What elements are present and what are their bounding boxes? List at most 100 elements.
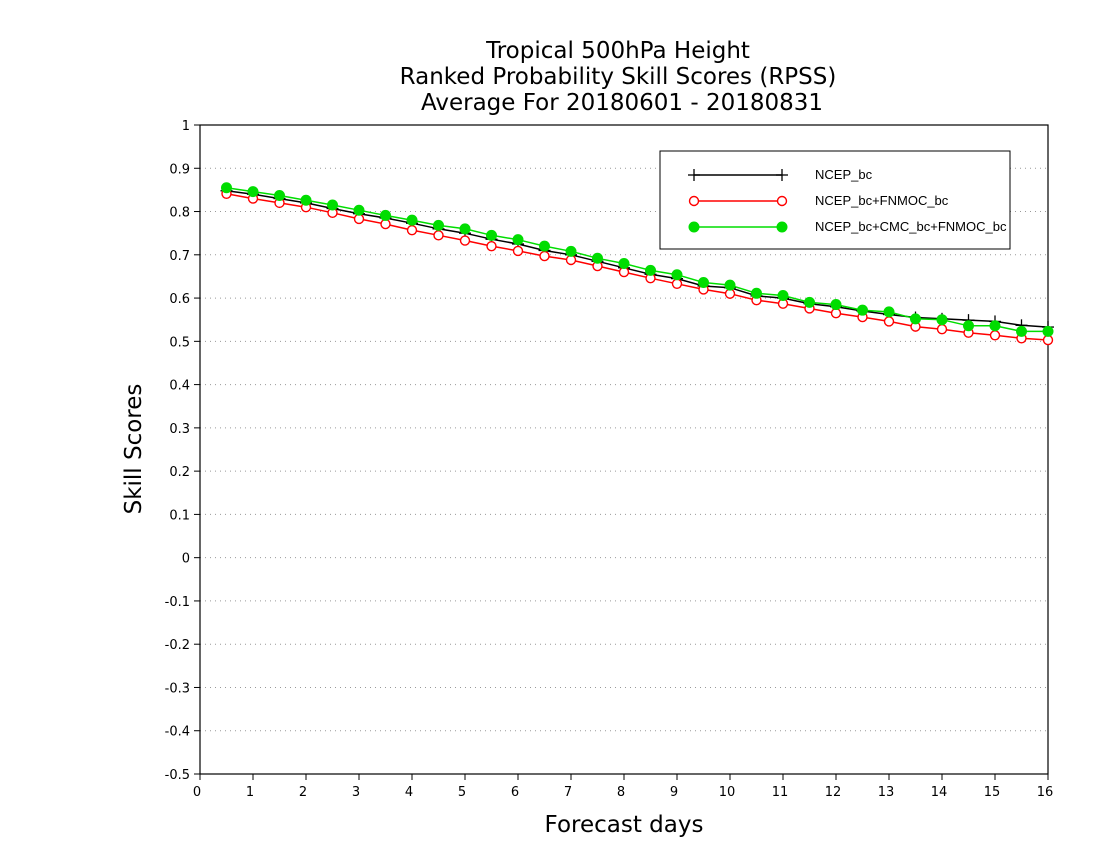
data-point-filled-circle — [777, 289, 789, 301]
data-point-filled-circle — [989, 320, 1001, 332]
x-tick-label: 10 — [719, 785, 736, 800]
y-tick-label: -0.2 — [165, 638, 190, 653]
x-tick-label: 16 — [1037, 785, 1054, 800]
title-line-1: Tropical 500hPa Height — [485, 38, 750, 64]
legend-box — [659, 150, 1011, 250]
legend-item-1: NCEP_bc+FNMOC_bc — [688, 193, 949, 208]
x-tick-label: 4 — [405, 785, 413, 800]
series-group — [220, 182, 1054, 346]
data-point-filled-circle — [936, 314, 948, 326]
legend: NCEP_bc NCEP_bc+FNMOC_bc NCEP_bc+CMC_bc+FN… — [659, 150, 1011, 250]
data-point-filled-circle — [592, 252, 603, 264]
data-point-filled-circle — [671, 269, 683, 281]
y-tick-label: 0.3 — [169, 422, 190, 437]
data-point-filled-circle — [539, 240, 550, 252]
data-point-open-circle — [724, 288, 736, 299]
y-tick-label: 0.1 — [169, 508, 190, 523]
data-point-filled-circle — [883, 306, 895, 318]
x-tick-label: 13 — [878, 785, 895, 800]
y-tick-label: 0.8 — [169, 206, 190, 221]
data-point-filled-circle — [327, 199, 338, 211]
data-point-open-circle — [486, 240, 497, 252]
x-tick-label: 1 — [246, 785, 254, 800]
data-point-open-circle — [565, 254, 577, 266]
data-point-open-circle — [618, 266, 630, 278]
data-point-filled-circle — [751, 287, 762, 299]
data-point-open-circle — [688, 195, 700, 207]
data-point-filled-circle — [353, 204, 365, 216]
data-point-open-circle — [989, 330, 1001, 341]
data-point-filled-circle — [459, 223, 471, 235]
data-point-open-circle — [512, 245, 524, 257]
x-tick-label: 11 — [772, 785, 789, 800]
data-point-open-circle — [883, 316, 895, 327]
legend-label: NCEP_bc — [815, 167, 873, 182]
x-axis: 0 1 2 3 4 5 6 7 8 9 10 11 12 13 14 15 16 — [193, 774, 1053, 800]
data-point-filled-circle — [963, 320, 974, 332]
data-point-filled-circle — [804, 296, 815, 308]
data-point-filled-circle — [565, 245, 577, 257]
x-axis-label: Forecast days — [545, 812, 704, 838]
title-line-3: Average For 20180601 - 20180831 — [421, 90, 823, 116]
data-point-filled-circle — [406, 214, 418, 226]
legend-label: NCEP_bc+CMC_bc+FNMOC_bc — [815, 219, 1007, 234]
data-point-open-circle — [459, 235, 471, 246]
data-point-plus — [688, 169, 700, 181]
data-point-filled-circle — [247, 186, 259, 198]
y-tick-label: 1 — [182, 119, 190, 134]
x-tick-label: 9 — [670, 785, 678, 800]
data-point-filled-circle — [618, 257, 630, 269]
data-point-filled-circle — [910, 313, 921, 325]
y-axis: 1 0.9 0.8 0.7 0.6 0.5 0.4 0.3 0.2 0.1 0 -0.1 -0.2 -0.… — [165, 119, 200, 783]
x-tick-label: 12 — [825, 785, 842, 800]
y-tick-label: -0.3 — [165, 681, 190, 696]
data-point-open-circle — [830, 308, 842, 319]
x-tick-label: 15 — [984, 785, 1001, 800]
y-tick-label: 0.4 — [169, 379, 190, 394]
data-point-filled-circle — [274, 190, 285, 202]
y-tick-label: 0.9 — [169, 162, 190, 177]
data-point-plus — [776, 169, 788, 181]
x-tick-label: 6 — [511, 785, 519, 800]
y-tick-label: 0.6 — [169, 292, 190, 307]
chart-title: Tropical 500hPa Height Ranked Probabilit… — [400, 38, 837, 116]
y-tick-label: -0.1 — [165, 595, 190, 610]
data-point-open-circle — [776, 195, 788, 207]
data-point-filled-circle — [645, 264, 656, 276]
y-tick-label: 0.5 — [169, 335, 190, 350]
x-tick-label: 8 — [617, 785, 625, 800]
data-point-filled-circle — [433, 219, 444, 231]
x-tick-label: 0 — [193, 785, 201, 800]
data-point-filled-circle — [688, 221, 700, 233]
x-tick-label: 3 — [352, 785, 360, 800]
series-2 — [221, 182, 1054, 337]
y-tick-label: 0.2 — [169, 465, 190, 480]
y-tick-label: 0 — [182, 552, 190, 567]
data-point-filled-circle — [1016, 325, 1027, 337]
data-point-open-circle — [433, 230, 444, 241]
data-point-open-circle — [671, 278, 683, 289]
data-point-filled-circle — [380, 209, 391, 221]
data-point-open-circle — [1042, 334, 1054, 346]
x-tick-label: 14 — [931, 785, 948, 800]
grid — [200, 167, 1048, 732]
data-point-open-circle — [406, 224, 418, 236]
data-point-filled-circle — [724, 279, 736, 291]
data-point-open-circle — [539, 250, 550, 262]
y-axis-label: Skill Scores — [121, 384, 147, 515]
x-tick-label: 5 — [458, 785, 466, 800]
x-tick-label: 2 — [299, 785, 307, 800]
data-point-open-circle — [380, 218, 391, 230]
data-point-filled-circle — [830, 299, 842, 311]
data-point-filled-circle — [486, 229, 497, 241]
legend-label: NCEP_bc+FNMOC_bc — [815, 193, 949, 208]
legend-item-2: NCEP_bc+CMC_bc+FNMOC_bc — [688, 219, 1007, 234]
data-point-filled-circle — [1042, 325, 1054, 337]
x-tick-label: 7 — [564, 785, 572, 800]
y-tick-label: -0.5 — [165, 768, 190, 783]
data-point-filled-circle — [300, 194, 312, 206]
data-point-filled-circle — [776, 221, 788, 233]
title-line-2: Ranked Probability Skill Scores (RPSS) — [400, 64, 837, 90]
y-tick-label: -0.4 — [165, 725, 190, 740]
